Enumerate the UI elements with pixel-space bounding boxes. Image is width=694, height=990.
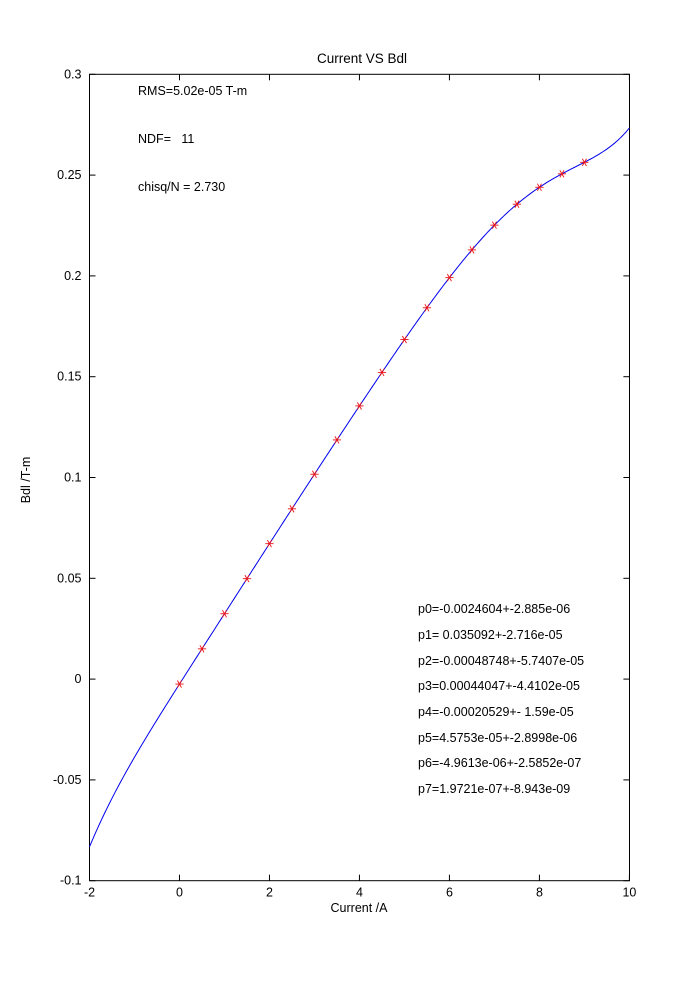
svg-text:0.05: 0.05 xyxy=(57,571,81,585)
svg-text:p2=-0.00048748+-5.7407e-05: p2=-0.00048748+-5.7407e-05 xyxy=(418,654,584,668)
svg-text:0: 0 xyxy=(176,886,183,900)
svg-text:chisq/N = 2.730: chisq/N = 2.730 xyxy=(138,180,225,194)
svg-text:0.2: 0.2 xyxy=(64,269,81,283)
svg-text:8: 8 xyxy=(536,886,543,900)
svg-text:-2: -2 xyxy=(84,886,95,900)
svg-text:Current /A: Current /A xyxy=(331,901,389,915)
svg-text:0.3: 0.3 xyxy=(64,67,81,81)
svg-text:p0=-0.0024604+-2.885e-06: p0=-0.0024604+-2.885e-06 xyxy=(418,602,570,616)
svg-text:-0.05: -0.05 xyxy=(53,773,82,787)
svg-text:2: 2 xyxy=(266,886,273,900)
svg-text:Current VS Bdl: Current VS Bdl xyxy=(317,51,407,66)
svg-text:RMS=5.02e-05 T-m: RMS=5.02e-05 T-m xyxy=(138,84,247,98)
svg-text:0.1: 0.1 xyxy=(64,471,81,485)
svg-text:p5=4.5753e-05+-2.8998e-06: p5=4.5753e-05+-2.8998e-06 xyxy=(418,731,577,745)
svg-text:p1= 0.035092+-2.716e-05: p1= 0.035092+-2.716e-05 xyxy=(418,628,563,642)
svg-text:p7=1.9721e-07+-8.943e-09: p7=1.9721e-07+-8.943e-09 xyxy=(418,782,570,796)
svg-text:0.25: 0.25 xyxy=(57,168,81,182)
svg-text:NDF= 11: NDF= 11 xyxy=(138,132,194,146)
svg-text:p4=-0.00020529+- 1.59e-05: p4=-0.00020529+- 1.59e-05 xyxy=(418,705,574,719)
svg-text:0.15: 0.15 xyxy=(57,370,81,384)
svg-text:-0.1: -0.1 xyxy=(60,874,82,888)
svg-text:6: 6 xyxy=(446,886,453,900)
svg-text:4: 4 xyxy=(356,886,363,900)
svg-text:0: 0 xyxy=(75,672,82,686)
svg-text:p6=-4.9613e-06+-2.5852e-07: p6=-4.9613e-06+-2.5852e-07 xyxy=(418,756,581,770)
svg-text:p3=0.00044047+-4.4102e-05: p3=0.00044047+-4.4102e-05 xyxy=(418,679,580,693)
svg-text:Bdl /T-m: Bdl /T-m xyxy=(19,457,33,504)
svg-text:10: 10 xyxy=(622,886,636,900)
